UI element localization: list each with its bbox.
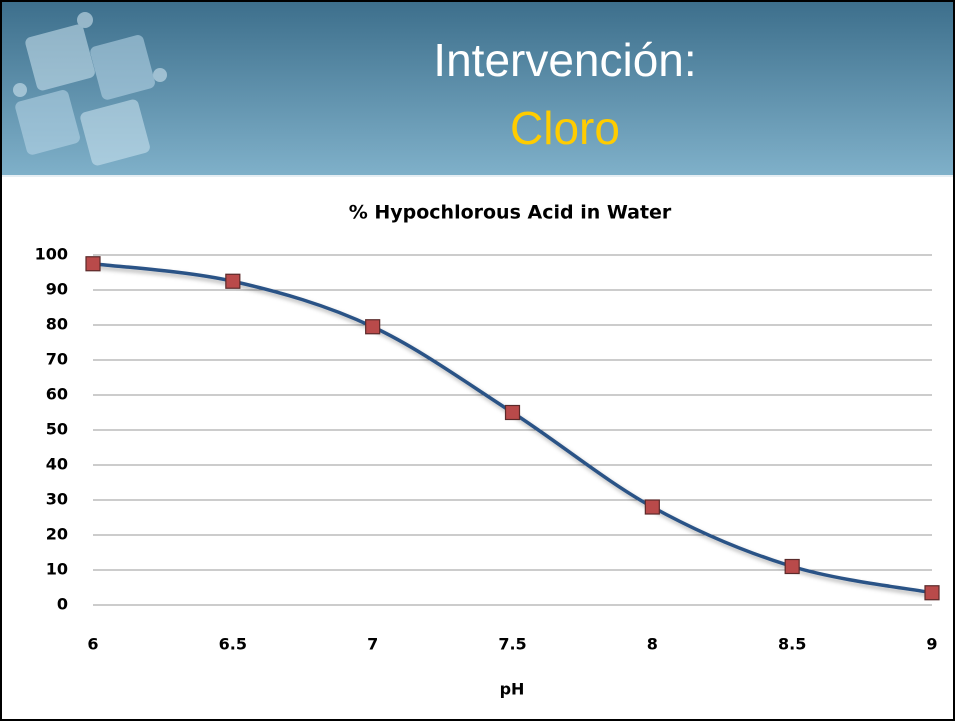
y-tick-label: 90	[46, 280, 68, 299]
y-tick-label: 50	[46, 420, 68, 439]
data-marker	[784, 558, 800, 575]
data-marker	[225, 273, 241, 289]
x-tick-label: 6.5	[219, 635, 247, 654]
chart-title: % Hypochlorous Acid in Water	[349, 202, 672, 224]
slide-title: Intervención:	[433, 34, 696, 86]
y-tick-label: 20	[46, 525, 68, 544]
y-tick-label: 60	[46, 385, 68, 404]
header-band	[2, 2, 953, 175]
x-tick-label: 8.5	[778, 635, 806, 654]
x-tick-label: 9	[926, 635, 937, 654]
data-marker	[365, 319, 381, 335]
slide-subtitle: Cloro	[510, 102, 620, 154]
y-tick-label: 10	[46, 560, 68, 579]
data-marker	[924, 585, 940, 601]
x-tick-label: 6	[87, 635, 98, 654]
data-marker	[644, 499, 660, 515]
x-tick-label: 8	[647, 635, 658, 654]
x-tick-label: 7	[367, 635, 378, 654]
y-tick-label: 80	[46, 315, 68, 334]
y-tick-label: 0	[57, 595, 68, 614]
y-tick-label: 30	[46, 490, 68, 509]
y-tick-label: 40	[46, 455, 68, 474]
data-marker	[504, 404, 521, 421]
y-tick-label: 100	[35, 245, 68, 264]
y-tick-label: 70	[46, 350, 68, 369]
x-tick-label: 7.5	[498, 635, 526, 654]
x-axis-label: pH	[500, 680, 525, 699]
data-marker	[85, 256, 101, 272]
puzzle-icon	[13, 12, 167, 166]
